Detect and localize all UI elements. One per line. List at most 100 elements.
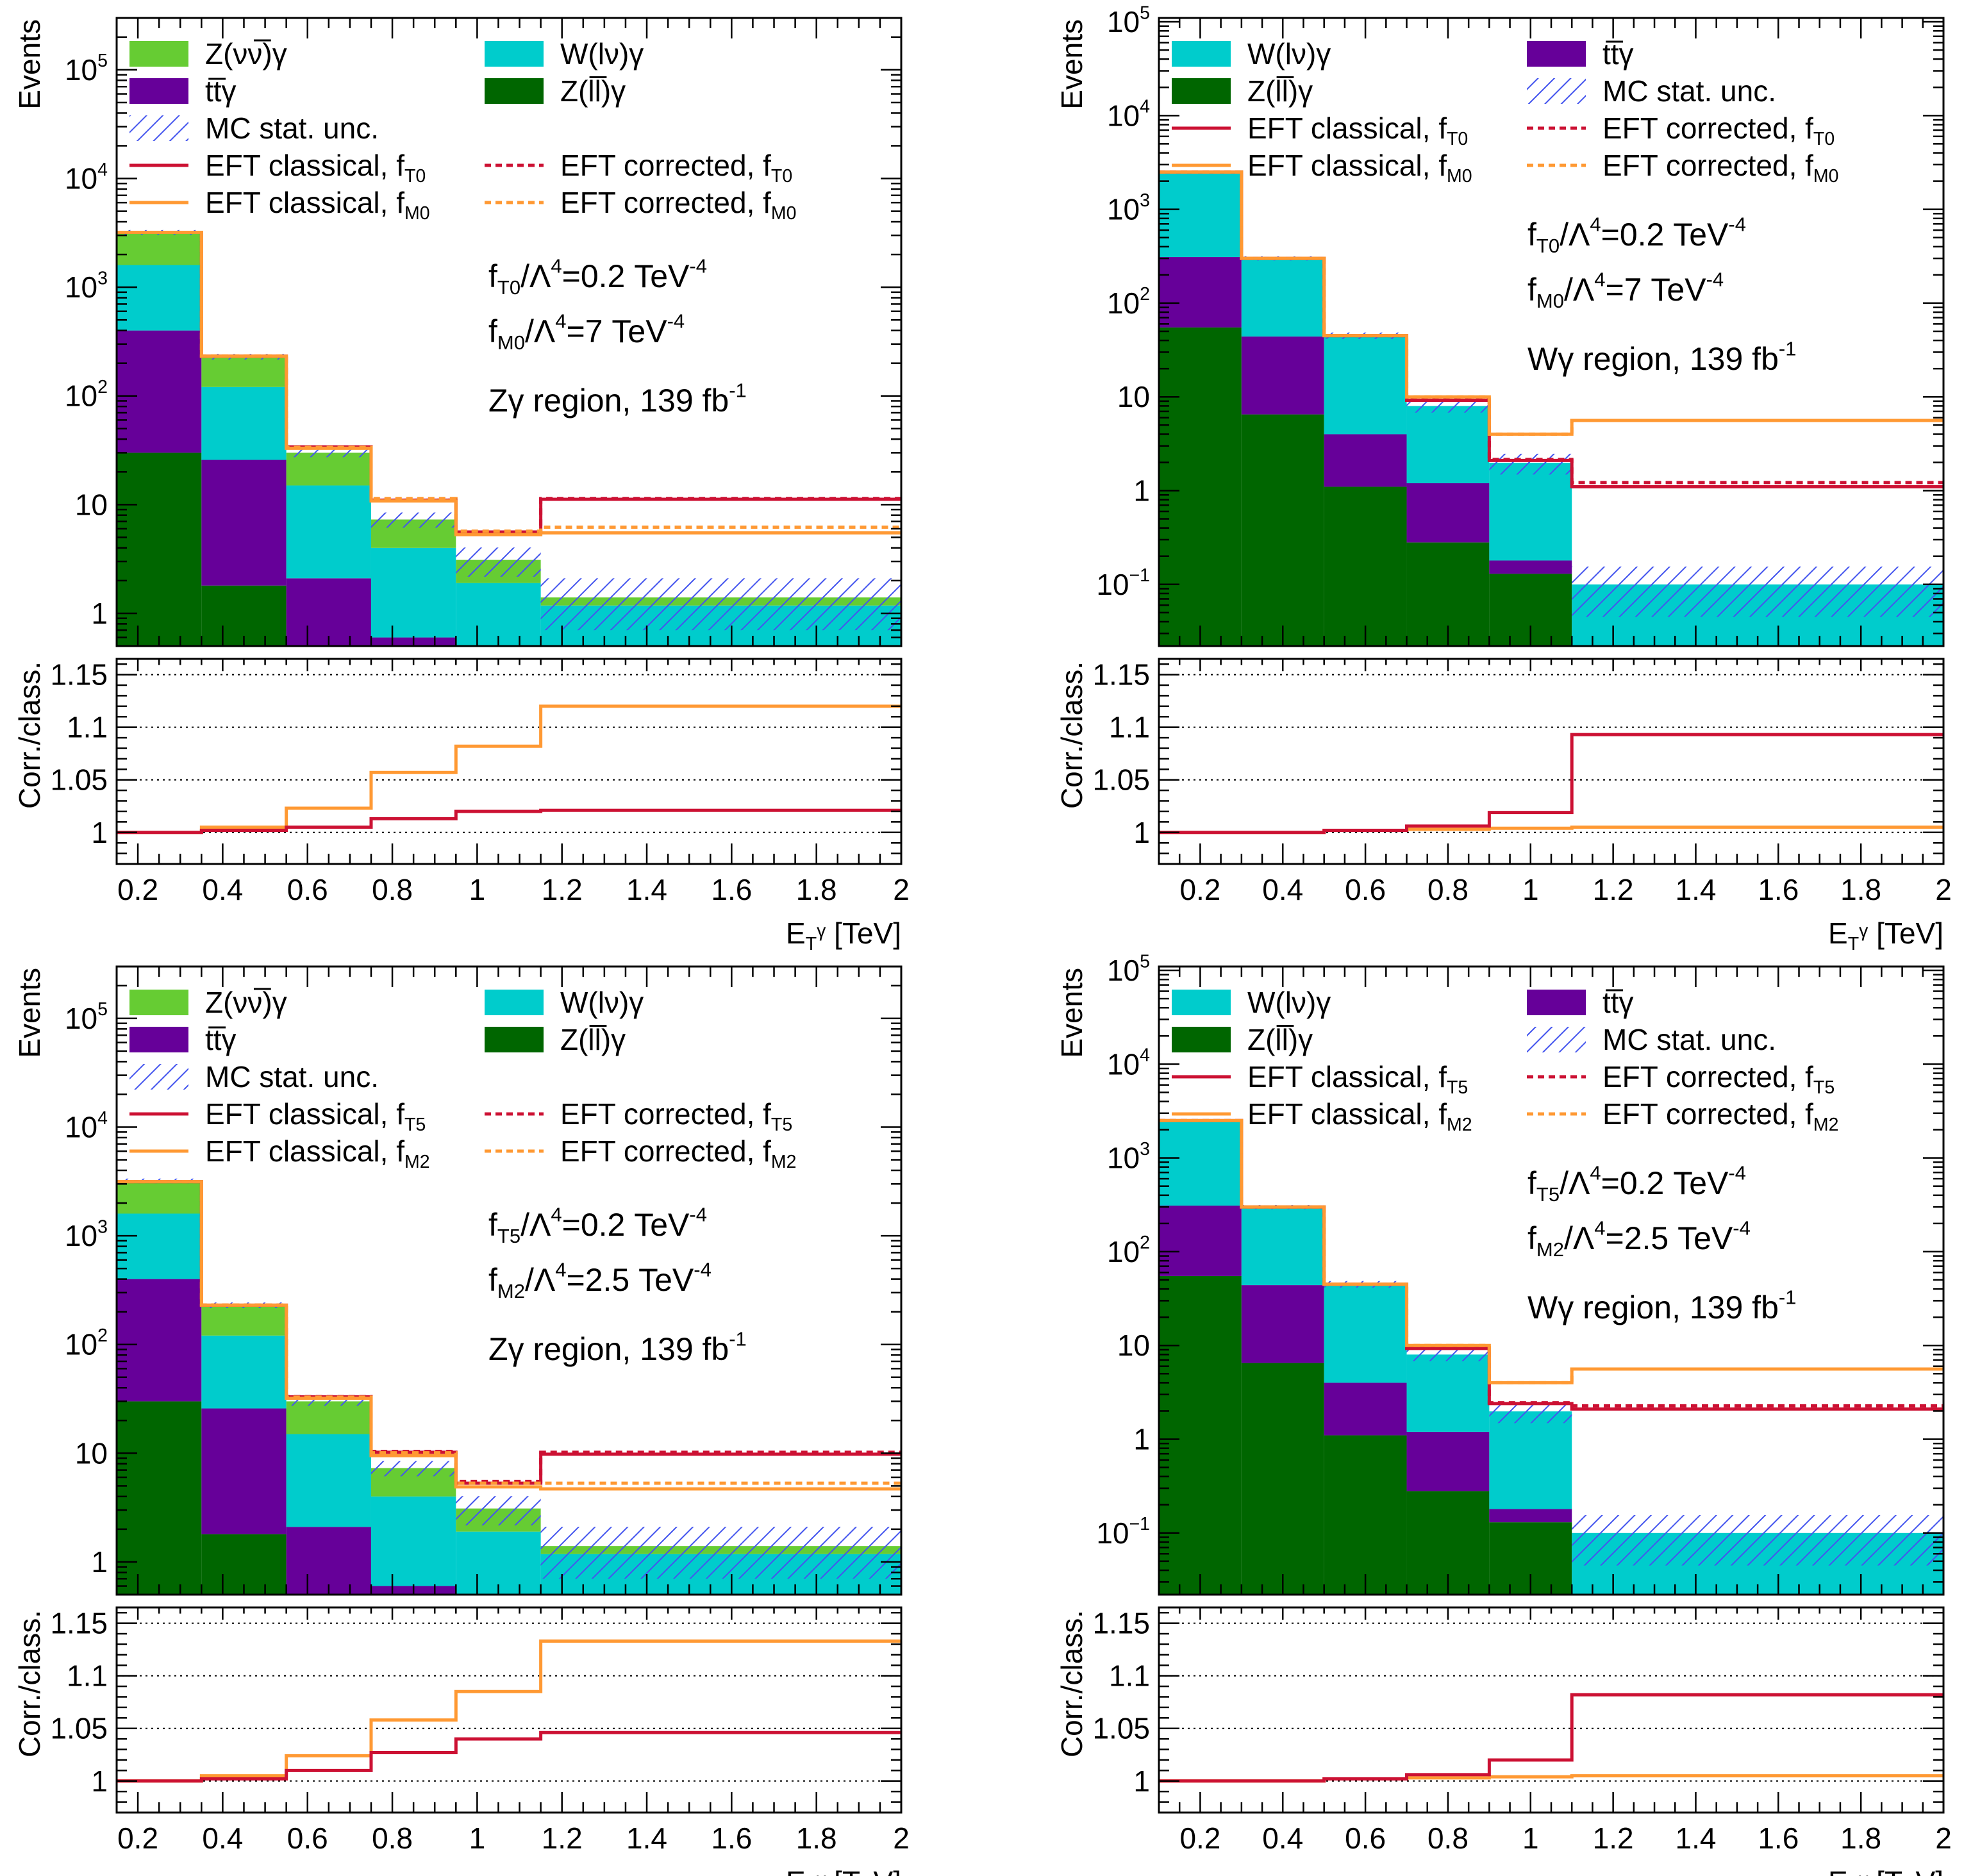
legend-swatch — [485, 41, 544, 67]
y-tick-label-part: 10 — [1117, 380, 1150, 413]
x-tick-label: 0.8 — [372, 873, 413, 906]
legend-entry-wlnu: W(lν)γ — [1172, 986, 1331, 1019]
ratio-y-tick-label-part: 1.05 — [50, 763, 108, 797]
legend-label-part: T0 — [771, 166, 792, 187]
mc-unc-band-bin6 — [540, 578, 901, 631]
y-tick-label-part: 3 — [97, 268, 108, 288]
bar-wlnu-bin2 — [201, 1335, 287, 1409]
x-tick-label-part: 0.6 — [1345, 1822, 1386, 1855]
y-tick-label-part: 10 — [1107, 1047, 1140, 1081]
legend-entry-eft_m-classical: EFT classical, fM0 — [1172, 149, 1472, 187]
legend-swatch — [129, 115, 188, 141]
parameter-annotation-part: 4 — [1590, 213, 1601, 236]
ratio-line-eft_t — [1159, 1693, 1943, 1783]
x-tick-label-part: 1.2 — [1593, 1822, 1634, 1855]
x-axis-label: ETγ [TeV] — [786, 1865, 901, 1876]
x-axis-label-part: [TeV] — [826, 917, 901, 950]
bar-zll-bin1 — [117, 1401, 202, 1595]
ratio-y-tick-label-part: 1.05 — [1092, 763, 1150, 797]
legend-label: tt̅γ — [205, 74, 237, 108]
legend-label-part: EFT classical, f — [205, 149, 404, 182]
ratio-y-tick-label: 1 — [1133, 816, 1150, 849]
x-tick-label: 1.8 — [1840, 873, 1881, 906]
legend-label: Z(ll̅)γ — [560, 1023, 626, 1056]
parameter-annotation-part: 4 — [555, 1259, 566, 1281]
parameter-annotation-part: =0.2 TeV — [562, 258, 690, 294]
ratio-y-tick-label-part: 1.15 — [1092, 1607, 1150, 1640]
bar-wlnu-bin3 — [1324, 335, 1407, 435]
bar-znunu-bin2 — [201, 1305, 287, 1336]
y-tick-label: 10 — [75, 488, 108, 521]
legend-entry-eft_m-classical: EFT classical, fM0 — [129, 186, 430, 224]
bar-wlnu-bin3 — [286, 485, 371, 579]
y-tick-label: 103 — [1107, 190, 1150, 226]
y-tick-label: 102 — [65, 1325, 108, 1361]
ratio-y-tick-label: 1.1 — [1109, 711, 1150, 744]
legend-entry-eft_m-corrected: EFT corrected, fM2 — [485, 1134, 797, 1172]
ratio-y-axis-label: Corr./class. — [13, 1610, 46, 1757]
eft-line-eft_m-corrected — [117, 230, 901, 533]
legend-entry-mc_unc: MC stat. unc. — [129, 112, 379, 145]
legend-entry-zll: Z(ll̅)γ — [485, 74, 626, 108]
legend-label: W(lν)γ — [560, 37, 644, 71]
legend-entry-znunu: Z(νν̅)γ — [129, 986, 287, 1019]
legend-label-part: W(lν)γ — [560, 37, 644, 71]
region-label-part: Zγ region, 139 fb — [488, 1331, 729, 1367]
y-tick-label-part: 1 — [91, 1545, 108, 1579]
mc-unc-band-bin4 — [370, 1461, 456, 1477]
parameter-annotation-part: 4 — [551, 255, 562, 278]
legend-label-part: EFT corrected, f — [560, 186, 771, 219]
parameter-annotation-part: =0.2 TeV — [1601, 1165, 1729, 1201]
ratio-y-tick-label: 1 — [91, 816, 108, 849]
y-tick-label-part: 10 — [1107, 1235, 1140, 1268]
mc-unc-band-bin4 — [370, 512, 456, 528]
x-tick-label: 1.4 — [626, 1822, 667, 1855]
y-tick-label-part: 10 — [1096, 568, 1129, 601]
x-tick-label-part: 1.2 — [542, 873, 583, 906]
bar-znunu-bin3 — [286, 452, 371, 486]
parameter-annotation-part: -4 — [689, 1204, 707, 1226]
parameter-annotation-part: f — [488, 1207, 497, 1243]
legend-entry-ttbar: tt̅γ — [129, 1023, 237, 1056]
legend-label-part: EFT corrected, f — [1602, 1060, 1813, 1093]
x-tick-label-part: 0.2 — [1179, 1822, 1220, 1855]
main-plot-area — [1159, 170, 1943, 646]
legend-label-part: T5 — [404, 1115, 426, 1135]
parameter-annotation-part: f — [488, 1262, 497, 1298]
legend-label-part: M2 — [404, 1152, 430, 1172]
legend-label-part: T0 — [404, 166, 426, 187]
legend-label: MC stat. unc. — [1602, 74, 1776, 108]
y-tick-label-part: 5 — [1140, 951, 1150, 972]
legend-label-part: M0 — [1447, 166, 1472, 187]
legend-label-part: EFT classical, f — [205, 186, 404, 219]
legend-entry-zll: Z(ll̅)γ — [1172, 74, 1313, 108]
x-tick-label: 1.2 — [1593, 1822, 1634, 1855]
y-tick-label: 102 — [1107, 284, 1150, 320]
legend-label-part: T5 — [1813, 1077, 1835, 1098]
ratio-y-tick-label: 1.1 — [1109, 1659, 1150, 1693]
x-tick-label: 0.2 — [117, 1822, 158, 1855]
legend-swatch — [1172, 990, 1231, 1015]
x-tick-label-part: 2 — [893, 1822, 910, 1855]
region-label: Wγ region, 139 fb-1 — [1527, 1286, 1796, 1326]
x-tick-label: 0.6 — [1345, 873, 1386, 906]
legend-label-part: EFT corrected, f — [1602, 112, 1813, 145]
ratio-y-tick-label: 1.15 — [1092, 1607, 1150, 1640]
bar-wlnu-bin5 — [1489, 1411, 1572, 1509]
y-tick-label-part: 2 — [97, 377, 108, 397]
x-axis-label-part: γ — [1859, 1869, 1868, 1876]
x-tick-label: 1 — [1522, 1822, 1539, 1855]
bar-wlnu-bin1 — [1159, 1120, 1242, 1206]
x-tick-label-part: 1.8 — [796, 1822, 837, 1855]
y-tick-label-part: 10 — [65, 270, 97, 304]
legend-swatch — [1527, 1027, 1586, 1052]
y-tick-label-part: −1 — [1129, 565, 1150, 586]
mc-unc-band-bin5 — [456, 1496, 541, 1525]
x-tick-label-part: 0.2 — [117, 1822, 158, 1855]
legend-label-part: EFT classical, f — [1247, 1060, 1447, 1093]
legend-swatch — [129, 1027, 188, 1052]
ratio-y-tick-label-part: 1.15 — [50, 1607, 108, 1640]
parameter-annotation-part: M0 — [1536, 290, 1564, 312]
bar-zll-bin2 — [1241, 1363, 1324, 1595]
